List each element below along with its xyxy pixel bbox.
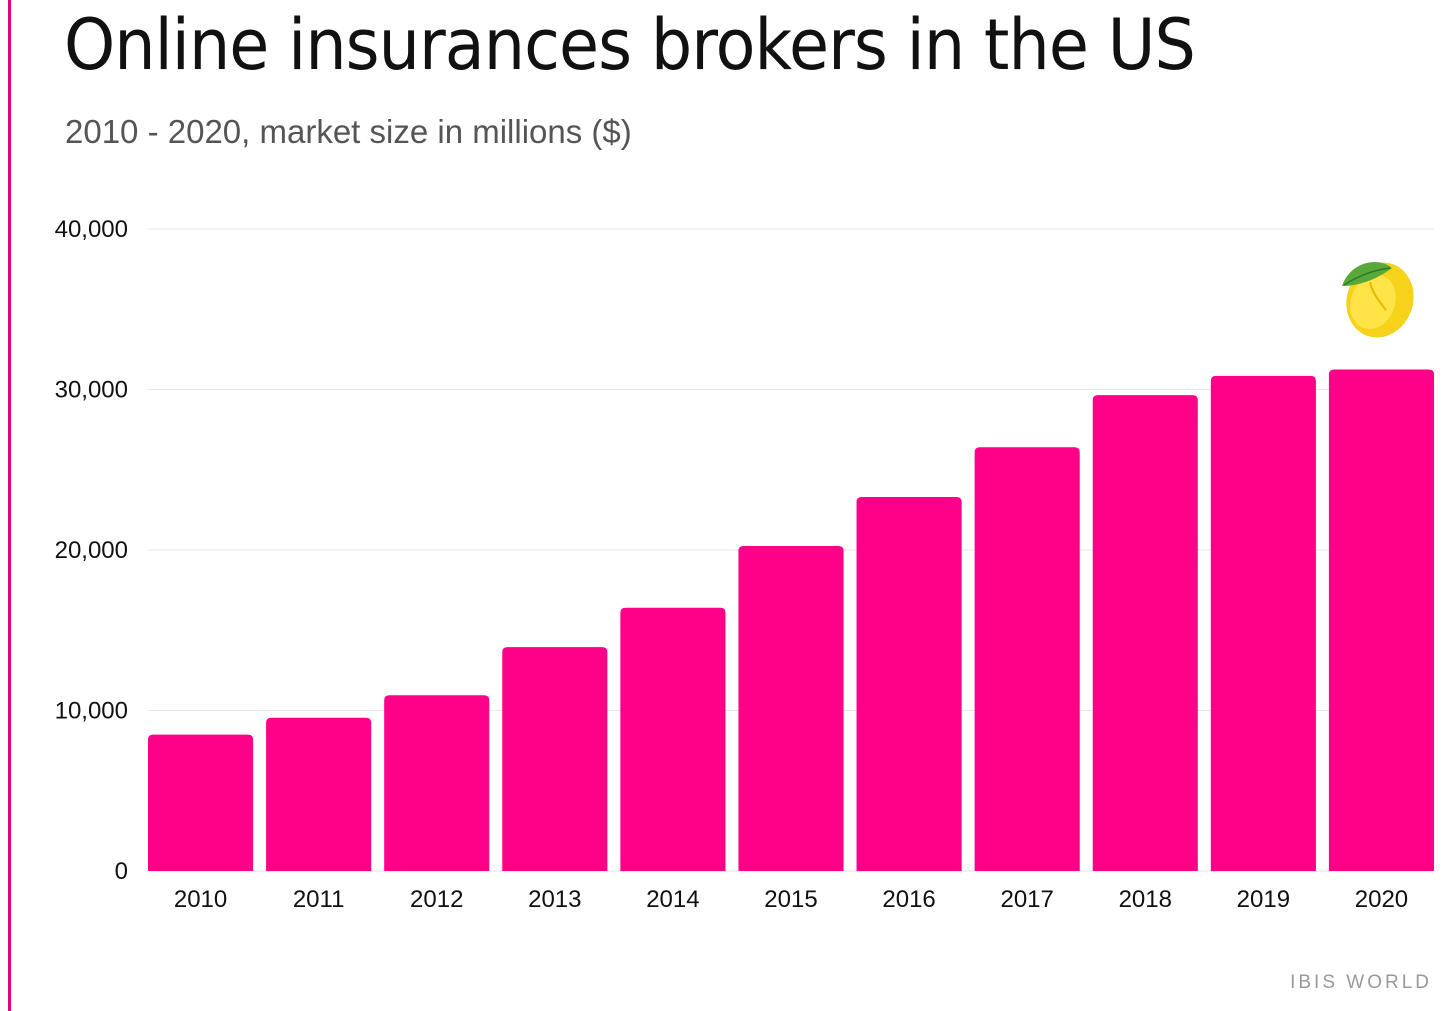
y-tick-label: 30,000 bbox=[55, 377, 128, 404]
bar-2011 bbox=[266, 717, 372, 871]
x-tick-label: 2015 bbox=[764, 886, 817, 913]
left-accent-rule bbox=[8, 0, 11, 1011]
x-tick-label: 2011 bbox=[293, 886, 345, 913]
source-label: IBIS WORLD bbox=[1290, 972, 1432, 993]
x-axis-ticks: 2010 2011 2012 2013 2014 2015 2016 2017 2018 2019… bbox=[174, 886, 1408, 913]
chart-subtitle: 2010 - 2020, market size in millions ($) bbox=[65, 113, 632, 150]
lemon-icon bbox=[1342, 262, 1414, 338]
bar-2014 bbox=[620, 607, 726, 871]
y-tick-label: 10,000 bbox=[55, 698, 128, 725]
y-tick-label: 0 bbox=[115, 858, 128, 885]
x-tick-label: 2020 bbox=[1355, 886, 1408, 913]
bar-2015 bbox=[738, 545, 844, 871]
bar-2018 bbox=[1092, 395, 1198, 871]
y-axis-ticks: 0 10,000 20,000 30,000 40,000 bbox=[55, 216, 128, 885]
y-tick-label: 20,000 bbox=[55, 537, 128, 564]
bar-2020 bbox=[1328, 369, 1434, 871]
x-tick-label: 2016 bbox=[882, 886, 935, 913]
bar-2017 bbox=[974, 447, 1080, 871]
x-tick-label: 2010 bbox=[174, 886, 227, 913]
y-tick-label: 40,000 bbox=[55, 216, 128, 243]
bar-2019 bbox=[1210, 375, 1316, 871]
bar-2010 bbox=[148, 734, 254, 871]
x-tick-label: 2019 bbox=[1237, 886, 1290, 913]
bar-2013 bbox=[502, 647, 608, 871]
x-tick-label: 2017 bbox=[1000, 886, 1053, 913]
chart-title: Online insurances brokers in the US bbox=[64, 4, 1196, 86]
bar-2012 bbox=[384, 695, 490, 871]
bars bbox=[148, 369, 1434, 871]
x-tick-label: 2012 bbox=[410, 886, 463, 913]
bar-2016 bbox=[856, 497, 962, 871]
x-tick-label: 2013 bbox=[528, 886, 581, 913]
x-tick-label: 2014 bbox=[646, 886, 699, 913]
x-tick-label: 2018 bbox=[1119, 886, 1172, 913]
